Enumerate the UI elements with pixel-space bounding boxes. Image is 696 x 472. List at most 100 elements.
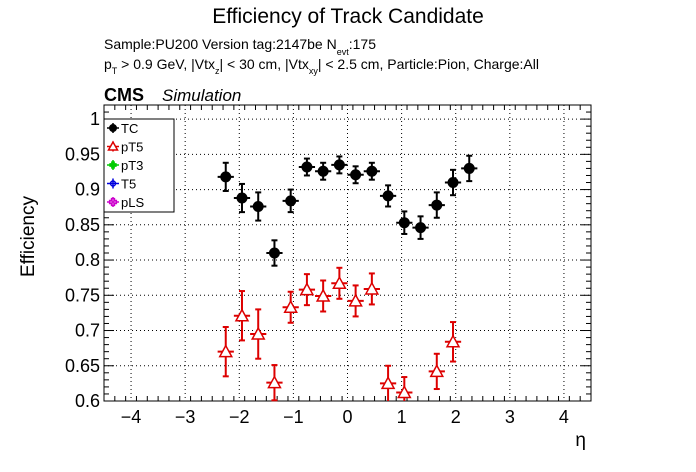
data-point [298, 273, 316, 307]
legend-label: TC [121, 121, 138, 136]
data-point-marker [350, 169, 362, 181]
y-axis-label: Efficiency [18, 196, 39, 277]
legend-entry-pls: pLS [107, 195, 144, 210]
x-tick-label: −4 [121, 407, 142, 427]
info-line-1-value: :175 [349, 36, 376, 52]
x-tick-label: 2 [451, 407, 461, 427]
data-point-marker [299, 282, 315, 296]
data-point [217, 161, 234, 192]
data-point-marker [109, 124, 117, 132]
data-point-marker [107, 140, 119, 151]
data-point [428, 191, 445, 219]
legend-label: pT5 [121, 140, 143, 155]
y-tick-label: 1 [90, 109, 100, 129]
data-point-marker [109, 161, 117, 169]
data-point [298, 157, 316, 177]
data-point [347, 165, 364, 185]
data-point [396, 376, 413, 401]
data-point-marker [252, 200, 264, 212]
legend-entries: TC pT5 pT3 T5 pLS [107, 121, 144, 210]
y-tick-label: 0.85 [65, 215, 100, 235]
y-tick-label: 0.8 [75, 250, 100, 270]
legend: TC pT5 pT3 T5 pLS [103, 118, 175, 213]
x-ticks: −4 −3 −2 −1 0 1 2 3 4 [103, 105, 592, 427]
data-point [266, 364, 283, 402]
data-point [233, 290, 251, 342]
data-point [412, 215, 429, 240]
data-point [266, 239, 283, 267]
series-pt5 [217, 266, 462, 402]
y-tick-label: 0.9 [75, 180, 100, 200]
data-point [331, 155, 348, 175]
data-point-marker [234, 308, 250, 322]
data-point-marker [268, 247, 280, 259]
data-point-marker [348, 293, 363, 307]
data-point [315, 279, 332, 313]
legend-label: pLS [121, 195, 144, 210]
x-axis-label: η [575, 430, 586, 451]
info-line-1: Sample:PU200 Version tag:2147be Nevt:175 [104, 36, 376, 57]
data-point [250, 308, 267, 360]
data-point-marker [283, 299, 298, 314]
y-tick-label: 0.95 [65, 144, 100, 164]
data-point [282, 188, 299, 214]
data-point [396, 210, 413, 235]
data-point [331, 266, 348, 300]
data-point [461, 154, 478, 183]
data-point [444, 321, 462, 363]
info-line-1-text: Sample:PU200 Version tag:2147be N [104, 36, 337, 52]
data-point-marker [364, 281, 380, 295]
y-tick-label: 0.7 [75, 321, 100, 341]
data-point-marker [285, 195, 297, 207]
x-tick-label: −2 [229, 407, 250, 427]
y-tick-label: 0.75 [65, 285, 100, 305]
data-point-marker [398, 217, 410, 229]
x-tick-label: −1 [283, 407, 304, 427]
data-point-marker [415, 222, 427, 234]
data-point-marker [332, 275, 347, 290]
data-point-marker [463, 162, 475, 174]
legend-entry-pt3: pT3 [107, 158, 143, 173]
data-point [363, 161, 380, 181]
chart-title: Efficiency of Track Candidate [212, 5, 484, 28]
data-point-marker [218, 344, 234, 358]
data-point-marker [317, 165, 329, 177]
series-tc [217, 154, 478, 267]
data-point-marker [301, 161, 313, 173]
data-point [347, 284, 364, 318]
data-point [250, 191, 267, 222]
data-point-marker [267, 375, 282, 389]
data-point [379, 184, 397, 208]
data-point-marker [447, 177, 459, 189]
x-tick-label: 3 [505, 407, 515, 427]
cms-label: CMS [104, 85, 144, 105]
data-point [315, 161, 332, 181]
data-point-marker [220, 171, 232, 183]
info-line-2: pT > 0.9 GeV, |Vtxz| < 30 cm, |Vtxxy| < … [104, 56, 539, 76]
y-tick-label: 0.6 [75, 391, 100, 411]
data-point-marker [366, 165, 378, 177]
data-point-marker [315, 288, 331, 302]
info-line-1-subscript: evt [337, 47, 350, 57]
grid [104, 105, 591, 402]
data-point-marker [250, 326, 266, 340]
data-point [428, 352, 445, 391]
data-point-marker [429, 363, 445, 378]
legend-label: T5 [121, 177, 136, 192]
data-point [233, 182, 251, 214]
data-point [379, 364, 397, 401]
x-tick-label: 0 [342, 407, 352, 427]
data-point-marker [445, 334, 461, 348]
legend-entry-pt5: pT5 [107, 140, 143, 155]
x-tick-label: 1 [397, 407, 407, 427]
data-point-marker [108, 197, 118, 207]
data-point [217, 326, 234, 378]
legend-entry-tc: TC [107, 121, 138, 136]
data-point [363, 272, 380, 306]
simulation-label: Simulation [162, 86, 241, 105]
data-point [444, 168, 462, 197]
y-tick-label: 0.65 [65, 356, 100, 376]
data-point [282, 290, 299, 324]
data-point-marker [382, 190, 394, 202]
